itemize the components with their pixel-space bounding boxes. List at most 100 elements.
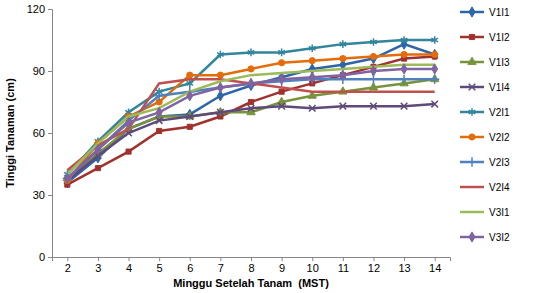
- tick-mark: [159, 257, 160, 261]
- tick: 30: [33, 189, 52, 201]
- tick-label: 0: [39, 251, 45, 263]
- tick: 13: [398, 257, 410, 274]
- tick-mark: [251, 257, 252, 261]
- marker: [248, 49, 255, 57]
- legend-entry: V1I2: [460, 32, 510, 43]
- marker: [431, 36, 438, 44]
- marker: [95, 144, 101, 154]
- marker: [309, 72, 315, 82]
- tick-mark: [373, 257, 374, 261]
- marker: [432, 51, 438, 57]
- marker: [246, 79, 255, 88]
- legend-entry: V3I2: [460, 232, 510, 243]
- marker: [217, 109, 224, 116]
- tick: 90: [33, 65, 52, 77]
- tick: 4: [126, 257, 132, 274]
- tick: 2: [65, 257, 71, 274]
- marker: [278, 49, 285, 57]
- tick-mark: [282, 257, 283, 261]
- series: [67, 79, 434, 170]
- marker: [126, 118, 132, 128]
- legend: V1I1V1I2V1I3V1I4V2I1V2I2V2I3V2I4V3I1V3I2: [460, 7, 510, 243]
- marker: [432, 64, 438, 74]
- legend-marker: [467, 157, 476, 166]
- marker: [399, 75, 408, 84]
- legend-marker: [469, 7, 475, 17]
- legend-label: V1I2: [489, 32, 510, 43]
- marker: [370, 53, 376, 59]
- tick: 120: [27, 3, 52, 15]
- marker: [340, 103, 347, 110]
- legend-label: V1I4: [489, 82, 510, 93]
- marker: [309, 44, 316, 52]
- marker: [187, 72, 193, 78]
- tick-label: 6: [187, 262, 193, 274]
- tick-mark: [129, 257, 130, 261]
- tick-label: 10: [307, 262, 319, 274]
- legend-label: V3I1: [489, 207, 510, 218]
- marker: [157, 128, 162, 133]
- marker: [340, 70, 346, 80]
- marker: [401, 64, 407, 74]
- marker: [217, 82, 223, 92]
- axis-line: [48, 10, 53, 258]
- tick: 9: [279, 257, 285, 274]
- line: [67, 54, 434, 180]
- marker: [187, 124, 192, 129]
- marker: [309, 58, 315, 64]
- plot-area: 0306090120234567891011121314: [27, 3, 451, 274]
- tick: 0: [39, 251, 52, 263]
- chart: 0306090120234567891011121314Minggu Setel…: [0, 0, 546, 293]
- series: [64, 64, 437, 184]
- tick-label: 8: [248, 262, 254, 274]
- tick-mark: [48, 133, 52, 134]
- marker: [216, 83, 225, 92]
- line: [67, 104, 434, 180]
- marker: [371, 66, 377, 76]
- tick: 10: [307, 257, 319, 274]
- series: [67, 65, 434, 175]
- marker: [279, 74, 285, 84]
- tick-label: 7: [218, 262, 224, 274]
- legend-marker: [468, 57, 476, 64]
- legend-entry: V1I4: [460, 82, 510, 93]
- tick-label: 9: [279, 262, 285, 274]
- tick-label: 11: [338, 262, 349, 274]
- tick-label: 5: [157, 262, 163, 274]
- tick: 12: [368, 257, 380, 274]
- legend-marker: [469, 34, 474, 39]
- tick-mark: [404, 257, 405, 261]
- tick: 8: [248, 257, 254, 274]
- tick-label: 60: [33, 127, 45, 139]
- tick-label: 12: [368, 262, 380, 274]
- marker: [278, 103, 285, 110]
- axis-line: [53, 258, 451, 262]
- series: [63, 74, 439, 180]
- marker: [187, 91, 193, 101]
- tick-label: 4: [126, 262, 132, 274]
- tick-mark: [435, 257, 436, 261]
- tick-mark: [220, 257, 221, 261]
- line: [67, 69, 434, 179]
- legend-marker: [469, 232, 475, 242]
- tick-label: 90: [33, 65, 45, 77]
- line: [67, 79, 434, 170]
- marker: [156, 107, 162, 117]
- tick-label: 120: [27, 3, 45, 15]
- marker: [186, 113, 193, 120]
- line: [67, 65, 434, 175]
- marker: [217, 51, 224, 59]
- marker: [431, 101, 438, 108]
- tick: 60: [33, 127, 52, 139]
- tick-mark: [48, 195, 52, 196]
- legend-line: [460, 211, 484, 214]
- marker: [309, 105, 316, 112]
- marker: [155, 91, 164, 100]
- line: [67, 40, 434, 174]
- tick-label: 14: [429, 262, 441, 274]
- series: [64, 101, 438, 184]
- tick: 7: [218, 257, 224, 274]
- marker: [370, 103, 377, 110]
- legend-marker: [469, 108, 476, 116]
- marker: [64, 173, 70, 183]
